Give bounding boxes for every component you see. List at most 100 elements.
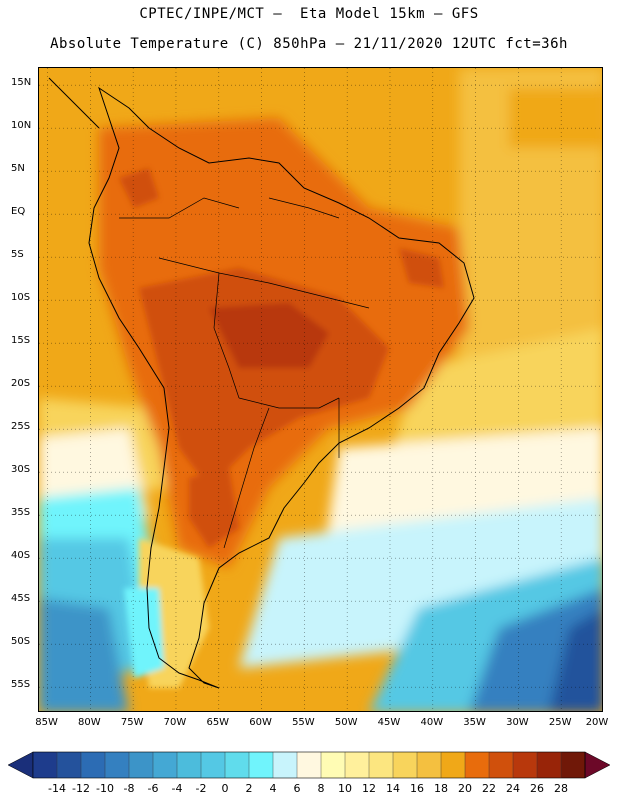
colorbar-swatch	[297, 752, 322, 778]
colorbar-tick-label: 4	[269, 782, 277, 795]
colorbar-tick-label: 26	[530, 782, 544, 795]
colorbar-tick-label: 8	[317, 782, 325, 795]
colorbar-tick-label: -8	[123, 782, 135, 795]
lat-tick-label: 10N	[11, 120, 32, 132]
temperature-field	[39, 68, 602, 711]
lon-tick-label: 85W	[35, 717, 58, 728]
field-colombia-24	[119, 168, 159, 208]
colorbar-swatch	[489, 752, 514, 778]
lat-tick-label: 5S	[11, 249, 24, 261]
lon-tick-label: 75W	[120, 717, 144, 728]
colorbar-swatch	[393, 752, 418, 778]
colorbar-swatch	[273, 752, 298, 778]
colorbar-over-triangle	[584, 751, 611, 779]
field-core-argentina	[189, 468, 239, 548]
lon-tick-label: 40W	[420, 717, 444, 728]
colorbar-tick-label: -4	[171, 782, 183, 795]
colorbar-tick-label: -12	[72, 782, 90, 795]
lon-tick-label: 65W	[206, 717, 230, 728]
lon-tick-label: 60W	[249, 717, 272, 728]
colorbar-tick-label: 0	[221, 782, 229, 795]
country-borders	[119, 197, 370, 549]
lat-tick-label: EQ	[11, 206, 26, 218]
map-panel	[38, 67, 603, 712]
lon-tick-label: 35W	[463, 717, 486, 728]
lon-tick-label: 55W	[292, 717, 315, 728]
lon-tick-label: 45W	[377, 717, 401, 728]
colorbar-swatch	[465, 752, 490, 778]
colorbar-tick-label: 24	[506, 782, 520, 795]
lat-tick-label: 35S	[11, 507, 31, 519]
border-3	[238, 397, 340, 409]
colorbar-tick-label: 20	[458, 782, 472, 795]
colorbar-swatch	[561, 752, 586, 778]
lon-tick-label: 50W	[334, 717, 358, 728]
lat-tick-label: 20S	[11, 378, 31, 390]
colorbar-swatch	[537, 752, 562, 778]
colorbar-swatch	[177, 752, 202, 778]
colorbar-swatch	[129, 752, 154, 778]
lat-tick-label: 5N	[11, 163, 25, 175]
colorbar-swatch	[513, 752, 538, 778]
colorbar-swatch	[201, 752, 226, 778]
lat-tick-label: 45S	[11, 593, 31, 605]
colorbar-swatch	[417, 752, 442, 778]
colorbar-tick-label: -6	[147, 782, 159, 795]
colorbar-under-triangle	[7, 751, 34, 779]
border-2	[213, 272, 240, 399]
colorbar-swatch	[369, 752, 394, 778]
lat-tick-label: 50S	[11, 636, 31, 648]
lon-tick-label: 20W	[585, 717, 609, 728]
lat-tick-label: 15S	[11, 335, 31, 347]
colorbar-tick-label: 28	[554, 782, 568, 795]
field-core-24	[139, 268, 389, 488]
border-1	[158, 257, 370, 309]
colorbar-tick-label: 6	[293, 782, 301, 795]
lat-tick-label: 30S	[11, 464, 31, 476]
colorbar-swatch	[33, 752, 58, 778]
lon-tick-label: 70W	[163, 717, 187, 728]
lat-tick-label: 55S	[11, 679, 31, 691]
colorbar-swatch	[105, 752, 130, 778]
central-america-coast	[48, 77, 100, 129]
colorbar-swatch	[81, 752, 106, 778]
colorbar-tick-label: 14	[386, 782, 400, 795]
colorbar-tick-label: 10	[338, 782, 352, 795]
field-atl-n12	[549, 609, 602, 711]
colorbar-tick-label: 12	[362, 782, 376, 795]
lon-tick-label: 30W	[506, 717, 529, 728]
chart-title-line1: CPTEC/INPE/MCT — Eta Model 15km — GFS	[139, 6, 479, 22]
border-7	[268, 197, 340, 219]
lat-tick-label: 10S	[11, 292, 31, 304]
lat-tick-label: 40S	[11, 550, 31, 562]
field-patagonia-cold	[124, 588, 164, 678]
lon-tick-label: 25W	[548, 717, 572, 728]
colorbar-swatch	[57, 752, 82, 778]
colorbar-tick-label: -14	[48, 782, 66, 795]
colorbar-outline	[32, 751, 586, 779]
colorbar-swatch	[153, 752, 178, 778]
colorbar-swatch	[441, 752, 466, 778]
colorbar-tick-label: -2	[195, 782, 207, 795]
lon-tick-label: 80W	[78, 717, 101, 728]
field-ne-patch	[509, 88, 602, 148]
coastlines	[48, 77, 475, 689]
colorbar-tick-label: 22	[482, 782, 496, 795]
colorbar-swatch	[321, 752, 346, 778]
lat-tick-label: 15N	[11, 77, 32, 89]
colorbar-tick-label: 16	[410, 782, 424, 795]
colorbar-tick-label: 18	[434, 782, 448, 795]
field-core-26	[209, 303, 329, 368]
border-6	[119, 197, 240, 219]
field-ne-brazil-24	[399, 248, 444, 288]
colorbar-tick-label: -10	[96, 782, 114, 795]
south-america-coast	[88, 86, 475, 689]
lat-tick-label: 25S	[11, 421, 31, 433]
colorbar-tick-label: 2	[245, 782, 253, 795]
colorbar	[7, 751, 611, 779]
colorbar-swatch	[345, 752, 370, 778]
colorbar-swatch	[249, 752, 274, 778]
border-4	[223, 407, 270, 549]
colorbar-swatch	[225, 752, 250, 778]
field-pacific-n6	[39, 598, 129, 711]
